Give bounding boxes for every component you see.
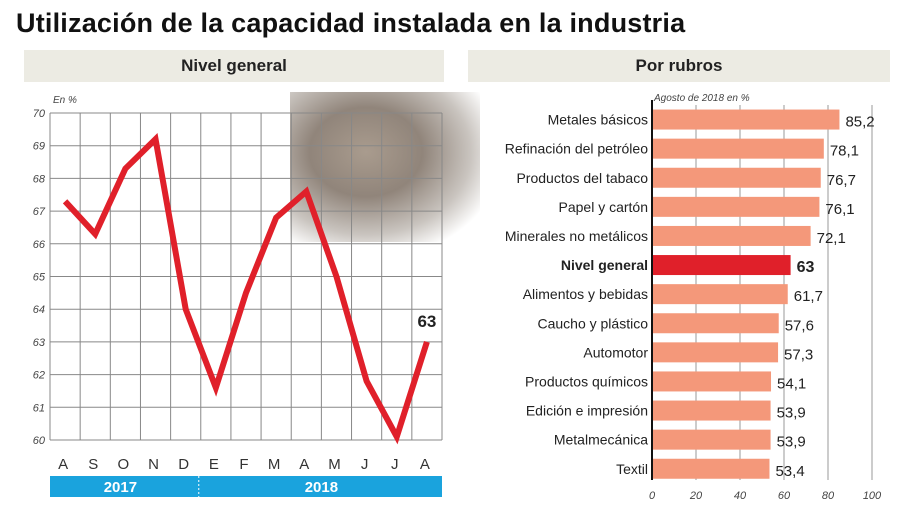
value-label: 76,1 bbox=[825, 201, 854, 218]
value-label: 78,1 bbox=[830, 143, 859, 160]
value-label: 85,2 bbox=[845, 114, 874, 131]
x-tick-label: J bbox=[361, 456, 369, 473]
x-tick-label: N bbox=[148, 456, 159, 473]
value-label: 53,9 bbox=[777, 434, 806, 451]
value-label: 76,7 bbox=[827, 172, 856, 189]
line-panel-header: Nivel general bbox=[24, 50, 444, 82]
value-label: 54,1 bbox=[777, 375, 806, 392]
value-label: 53,4 bbox=[775, 463, 804, 480]
value-label: 57,3 bbox=[784, 346, 813, 363]
category-label: Productos químicos bbox=[525, 373, 648, 389]
bar bbox=[652, 196, 820, 217]
x-tick-label: 100 bbox=[863, 490, 882, 502]
category-label: Metales básicos bbox=[548, 112, 648, 128]
bar bbox=[652, 400, 771, 421]
y-tick-label: 70 bbox=[33, 108, 46, 120]
y-tick-label: 67 bbox=[33, 206, 46, 218]
value-label: 57,6 bbox=[785, 317, 814, 334]
category-label: Productos del tabaco bbox=[516, 170, 648, 186]
category-label: Minerales no metálicos bbox=[505, 228, 648, 244]
bar bbox=[652, 284, 788, 305]
x-tick-label: A bbox=[299, 456, 309, 473]
bar bbox=[652, 342, 779, 363]
category-label: Edición e impresión bbox=[526, 403, 648, 419]
bar bbox=[652, 225, 811, 246]
y-tick-label: 69 bbox=[33, 141, 45, 153]
y-tick-label: 61 bbox=[33, 402, 45, 414]
x-tick-label: 40 bbox=[734, 490, 747, 502]
category-label: Alimentos y bebidas bbox=[523, 286, 648, 302]
year-label: 2018 bbox=[305, 479, 338, 496]
bar bbox=[652, 458, 770, 479]
y-tick-label: 64 bbox=[33, 304, 45, 316]
value-label: 61,7 bbox=[794, 288, 823, 305]
bar bbox=[652, 138, 824, 159]
bar-panel-header: Por rubros bbox=[468, 50, 890, 82]
category-label: Refinación del petróleo bbox=[505, 141, 648, 157]
x-tick-label: F bbox=[239, 456, 248, 473]
category-label: Caucho y plástico bbox=[537, 315, 648, 331]
category-label: Metalmecánica bbox=[554, 432, 648, 448]
x-tick-label: M bbox=[268, 456, 281, 473]
subtitle: Agosto de 2018 en % bbox=[653, 93, 750, 104]
x-tick-label: 80 bbox=[822, 490, 835, 502]
y-tick-label: 65 bbox=[33, 272, 46, 284]
bar bbox=[652, 371, 772, 392]
unit-label: En % bbox=[53, 95, 77, 106]
y-tick-label: 66 bbox=[33, 239, 46, 251]
bar bbox=[652, 167, 821, 188]
value-label: 72,1 bbox=[817, 230, 846, 247]
y-tick-label: 63 bbox=[33, 337, 46, 349]
bar bbox=[652, 255, 791, 276]
year-band bbox=[50, 476, 442, 497]
year-label: 2017 bbox=[104, 479, 137, 496]
last-value-label: 63 bbox=[417, 312, 436, 331]
series-line bbox=[62, 133, 430, 445]
x-tick-label: O bbox=[118, 456, 130, 473]
x-tick-label: D bbox=[178, 456, 189, 473]
bar bbox=[652, 429, 771, 450]
y-tick-label: 62 bbox=[33, 370, 45, 382]
category-label: Textil bbox=[616, 461, 648, 477]
bar bbox=[652, 109, 840, 130]
x-tick-label: S bbox=[88, 456, 98, 473]
category-label: Automotor bbox=[583, 344, 648, 360]
x-tick-label: J bbox=[391, 456, 399, 473]
x-tick-label: 20 bbox=[689, 490, 703, 502]
y-tick-label: 60 bbox=[33, 435, 46, 447]
x-tick-label: A bbox=[58, 456, 68, 473]
x-tick-label: 0 bbox=[649, 490, 656, 502]
x-tick-label: M bbox=[328, 456, 341, 473]
bar bbox=[652, 313, 779, 334]
x-tick-label: A bbox=[420, 456, 430, 473]
value-label: 63 bbox=[797, 259, 815, 276]
page-title: Utilización de la capacidad instalada en… bbox=[16, 8, 686, 38]
x-tick-label: E bbox=[209, 456, 219, 473]
y-tick-label: 68 bbox=[33, 173, 46, 185]
line-chart: 60 61 62 63 64 65 66 67 68 69 70 En % 63 A S O N D E F M A M J J… bbox=[33, 95, 443, 497]
category-label: Papel y cartón bbox=[559, 199, 649, 215]
category-label: Nivel general bbox=[561, 257, 648, 273]
value-label: 53,9 bbox=[777, 405, 806, 422]
x-tick-label: 60 bbox=[778, 490, 791, 502]
bar-chart: 0 20 40 60 80 100 Agosto de 2018 en % Metales b… bbox=[505, 93, 882, 502]
